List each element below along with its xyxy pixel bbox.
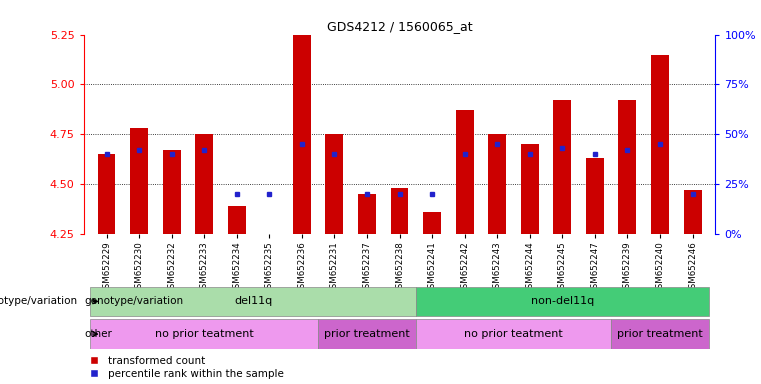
Text: no prior teatment: no prior teatment: [154, 329, 253, 339]
Text: other: other: [84, 329, 112, 339]
Bar: [163, 151, 180, 234]
Bar: [521, 144, 539, 234]
Bar: [619, 101, 636, 234]
Bar: [651, 55, 669, 234]
Bar: [196, 134, 213, 234]
Text: prior treatment: prior treatment: [324, 329, 410, 339]
Bar: [553, 101, 572, 234]
Bar: [130, 128, 148, 234]
Bar: [91, 319, 318, 349]
Bar: [611, 319, 708, 349]
Bar: [683, 190, 702, 234]
Bar: [318, 319, 416, 349]
Title: GDS4212 / 1560065_at: GDS4212 / 1560065_at: [326, 20, 473, 33]
Text: genotype/variation: genotype/variation: [84, 296, 183, 306]
Bar: [293, 35, 310, 234]
Bar: [489, 134, 506, 234]
Bar: [97, 154, 116, 234]
Bar: [326, 134, 343, 234]
Bar: [390, 188, 409, 234]
Legend: transformed count, percentile rank within the sample: transformed count, percentile rank withi…: [89, 356, 284, 379]
Bar: [91, 287, 416, 316]
Bar: [228, 206, 246, 234]
Text: non-del11q: non-del11q: [530, 296, 594, 306]
Bar: [358, 194, 376, 234]
Text: genotype/variation: genotype/variation: [0, 296, 78, 306]
Bar: [586, 158, 603, 234]
Text: no prior teatment: no prior teatment: [464, 329, 563, 339]
Bar: [416, 287, 708, 316]
Text: del11q: del11q: [234, 296, 272, 306]
Bar: [423, 212, 441, 234]
Bar: [416, 319, 611, 349]
Bar: [456, 111, 473, 234]
Text: prior treatment: prior treatment: [617, 329, 703, 339]
